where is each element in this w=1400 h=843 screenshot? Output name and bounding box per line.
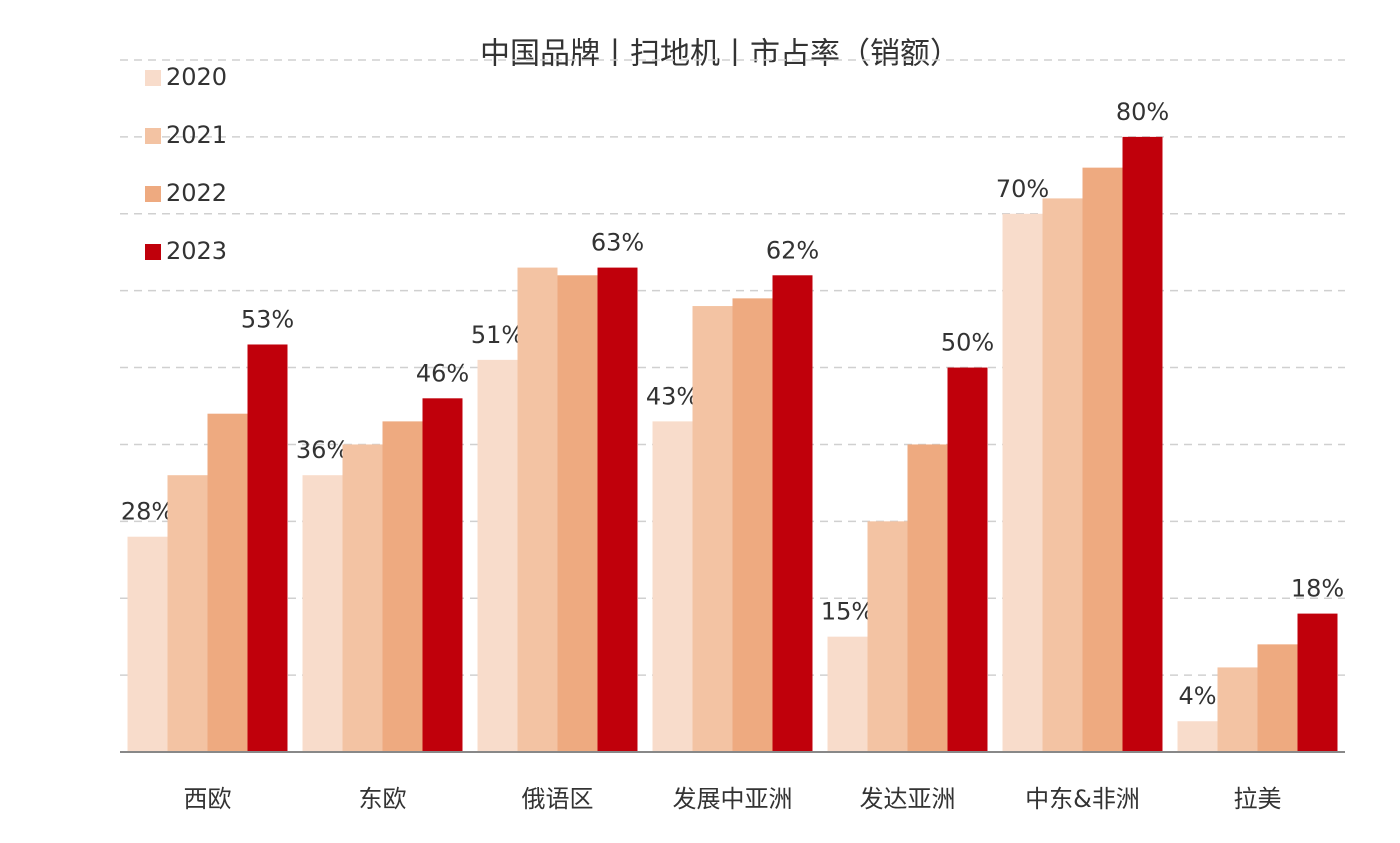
bar [692,306,733,752]
bar [827,636,868,752]
x-tick-label: 西欧 [184,785,232,813]
data-label: 53% [241,305,294,333]
data-label: 18% [1291,575,1344,603]
data-label: 70% [996,175,1049,203]
legend-label: 2023 [166,237,227,265]
data-label: 15% [821,598,874,626]
legend-label: 2020 [166,63,227,91]
bar [302,475,343,752]
bar [1082,167,1123,753]
data-label: 28% [121,498,174,526]
bar [477,359,518,752]
data-label: 4% [1178,682,1216,710]
x-tick-label: 发达亚洲 [860,785,956,813]
legend-swatch [145,244,161,260]
legend-swatch [145,70,161,86]
x-tick-label: 发展中亚洲 [673,785,793,813]
bar [1042,198,1083,752]
bar [947,367,988,752]
data-label: 46% [416,359,469,387]
bar [167,475,208,752]
data-label: 63% [591,229,644,257]
bar [207,413,248,752]
data-label: 50% [941,329,994,357]
x-tick-label: 拉美 [1234,785,1282,813]
bar [652,421,693,752]
chart-title: 中国品牌丨扫地机丨市占率（销额） [480,37,960,72]
data-label: 51% [471,321,524,349]
legend-swatch [145,186,161,202]
bar [1257,644,1298,752]
data-label: 62% [766,236,819,264]
legend-label: 2021 [166,121,227,149]
bar [127,536,168,752]
bar [1297,613,1338,752]
legend-swatch [145,128,161,144]
data-label: 43% [646,382,699,410]
legend-label: 2022 [166,179,227,207]
bar [867,521,908,752]
bar [1217,667,1258,752]
bar [907,444,948,752]
x-tick-label: 东欧 [359,785,407,813]
bar [732,298,773,752]
data-label: 36% [296,436,349,464]
bar [382,421,423,752]
bar [1122,136,1163,752]
bar [557,275,598,752]
bar [422,398,463,752]
bar [772,275,813,752]
bar [342,444,383,752]
x-tick-label: 俄语区 [522,785,594,813]
bar [1002,213,1043,752]
bar [1177,721,1218,752]
bar [247,344,288,752]
bar [597,267,638,752]
x-tick-label: 中东&非洲 [1025,785,1140,813]
data-label: 80% [1116,98,1169,126]
bar [517,267,558,752]
